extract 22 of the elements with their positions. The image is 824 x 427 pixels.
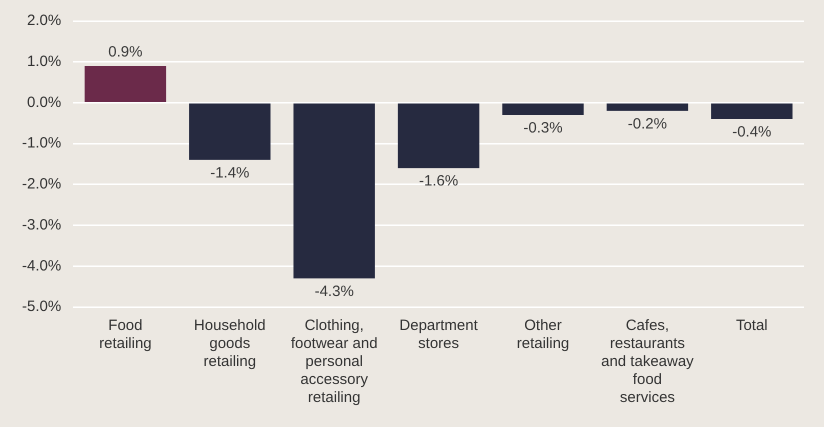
data-label: -1.4% (210, 164, 250, 182)
data-label: -0.4% (732, 124, 772, 141)
data-label: 0.9% (108, 44, 142, 61)
y-tick-label: 0.0% (26, 94, 62, 111)
data-label: -0.3% (523, 120, 563, 137)
x-tick-label: Household goods retailing (194, 317, 266, 370)
x-tick-label: Other retailing (516, 317, 570, 352)
data-label: -0.2% (628, 116, 667, 133)
y-tick-label: -4.0% (22, 257, 62, 274)
x-tick-label: Department stores (399, 317, 479, 352)
data-label: -4.3% (314, 283, 354, 300)
y-tick-label: -1.0% (22, 134, 62, 152)
data-label: -1.6% (419, 172, 458, 190)
x-tick-label: Total (736, 317, 768, 334)
x-tick-label: Food retailing (99, 317, 152, 352)
y-tick-label: -2.0% (22, 176, 62, 193)
y-tick-label: -5.0% (22, 298, 62, 316)
x-tick-label: Clothing, footwear and personal accessory retailing (290, 317, 378, 406)
x-tick-label: Cafes, restaurants and takeaway food services (601, 317, 694, 406)
y-tick-label: -3.0% (22, 216, 62, 234)
y-tick-label: 1.0% (26, 53, 62, 70)
y-tick-label: 2.0% (26, 12, 62, 30)
